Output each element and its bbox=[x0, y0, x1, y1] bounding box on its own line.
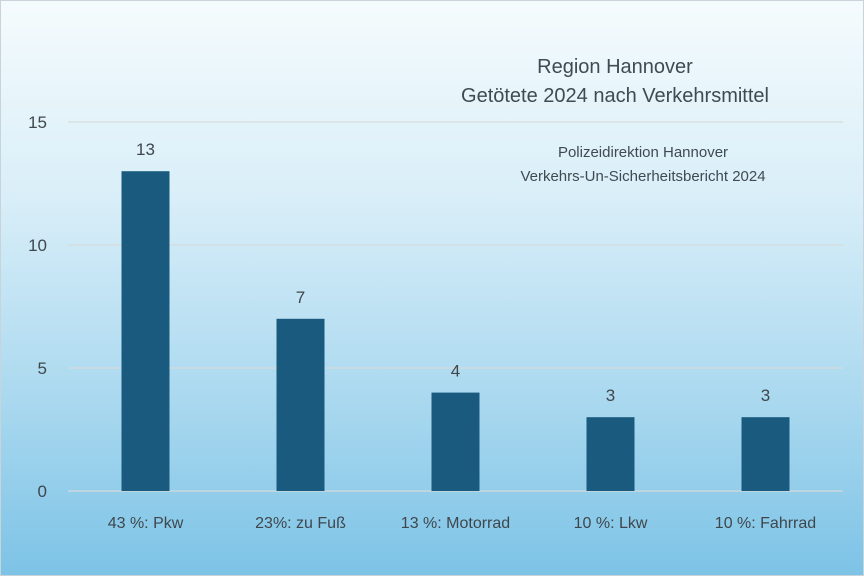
bar bbox=[276, 318, 325, 491]
category-label: 13 %: Motorrad bbox=[401, 515, 510, 532]
bar bbox=[586, 417, 635, 491]
chart-subtitle: Getötete 2024 nach Verkehrsmittel bbox=[461, 85, 769, 107]
source-note: Polizeidirektion Hannover Verkehrs-Un-Si… bbox=[473, 141, 813, 189]
data-label: 3 bbox=[606, 386, 615, 405]
source-line-2: Verkehrs-Un-Sicherheitsbericht 2024 bbox=[520, 168, 766, 185]
category-label: 10 %: Fahrrad bbox=[715, 515, 816, 532]
data-label: 3 bbox=[761, 386, 770, 405]
chart-title: Region Hannover bbox=[537, 56, 693, 78]
bars bbox=[121, 171, 790, 491]
data-label: 13 bbox=[136, 140, 155, 159]
bar bbox=[741, 417, 790, 491]
chart-title-block: Region Hannover Getötete 2024 nach Verke… bbox=[405, 53, 825, 111]
category-label: 43 %: Pkw bbox=[108, 515, 184, 532]
data-label: 7 bbox=[296, 288, 305, 307]
category-label: 10 %: Lkw bbox=[574, 515, 648, 532]
y-tick-label: 0 bbox=[38, 482, 47, 501]
y-tick-label: 5 bbox=[38, 359, 47, 378]
data-label: 4 bbox=[451, 362, 460, 381]
source-line-1: Polizeidirektion Hannover bbox=[557, 144, 729, 161]
y-tick-label: 10 bbox=[28, 236, 47, 255]
category-label: 23%: zu Fuß bbox=[255, 515, 346, 532]
bar bbox=[121, 171, 170, 491]
bar bbox=[431, 392, 480, 491]
labels: 0 5 10 15 13 43 %: Pkw 7 23%: zu Fuß 4 13 %: Moto… bbox=[28, 113, 816, 532]
y-tick-label: 15 bbox=[28, 113, 47, 132]
